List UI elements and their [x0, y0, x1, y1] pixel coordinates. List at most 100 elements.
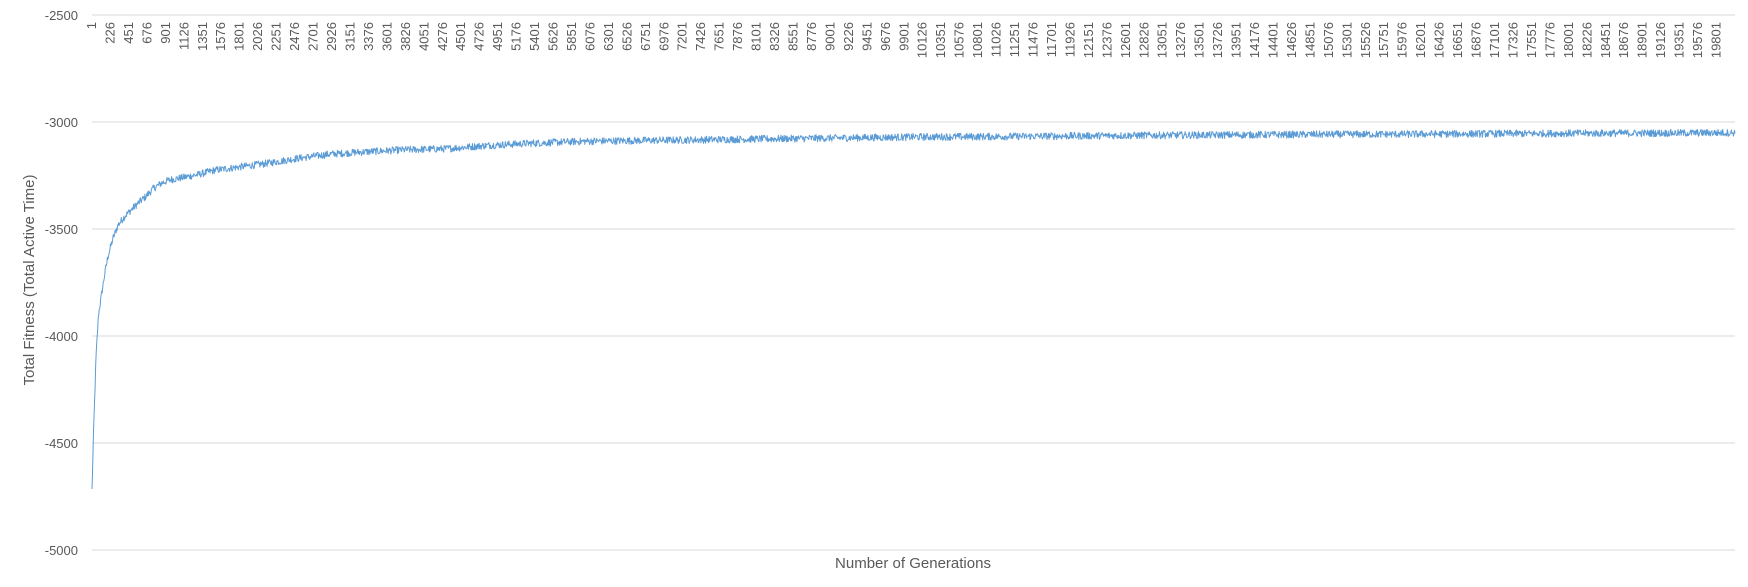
- x-tick-label: 2476: [287, 22, 302, 51]
- x-tick-label: 3376: [361, 22, 376, 51]
- x-tick-label: 3151: [342, 22, 357, 51]
- x-tick-label: 6301: [601, 22, 616, 51]
- x-tick-label: 17551: [1524, 22, 1539, 58]
- x-tick-label: 18676: [1616, 22, 1631, 58]
- x-tick-label: 9226: [841, 22, 856, 51]
- x-tick-label: 14176: [1247, 22, 1262, 58]
- x-tick-label: 14851: [1302, 22, 1317, 58]
- x-tick-label: 7201: [675, 22, 690, 51]
- x-tick-label: 7651: [712, 22, 727, 51]
- x-tick-label: 18901: [1635, 22, 1650, 58]
- x-tick-label: 12376: [1099, 22, 1114, 58]
- x-axis-ticks: 1 226 451 676 901 1126 1351 1576 1801 2026 2251 247…: [84, 22, 1724, 58]
- x-tick-label: 13501: [1192, 22, 1207, 58]
- x-tick-label: 10576: [952, 22, 967, 58]
- x-tick-label: 4051: [416, 22, 431, 51]
- x-tick-label: 2026: [250, 22, 265, 51]
- x-tick-label: 13276: [1173, 22, 1188, 58]
- x-tick-label: 2251: [269, 22, 284, 51]
- x-tick-label: 11026: [989, 22, 1004, 57]
- y-tick-label: -3000: [45, 115, 78, 130]
- x-tick-label: 19576: [1690, 22, 1705, 58]
- x-tick-label: 12151: [1081, 22, 1096, 58]
- x-tick-label: 10801: [970, 22, 985, 58]
- x-tick-label: 5626: [546, 22, 561, 51]
- x-tick-label: 7426: [693, 22, 708, 51]
- x-tick-label: 1576: [213, 22, 228, 51]
- x-tick-label: 6526: [619, 22, 634, 51]
- x-tick-label: 14401: [1266, 22, 1281, 58]
- x-tick-label: 13051: [1155, 22, 1170, 58]
- x-tick-label: 3826: [398, 22, 413, 51]
- x-tick-label: 17326: [1506, 22, 1521, 58]
- x-tick-label: 15976: [1395, 22, 1410, 58]
- x-tick-label: 11701: [1044, 22, 1059, 57]
- x-tick-label: 8776: [804, 22, 819, 51]
- x-tick-label: 12601: [1118, 22, 1133, 58]
- x-tick-label: 15301: [1339, 22, 1354, 58]
- x-tick-label: 8551: [786, 22, 801, 51]
- x-tick-label: 17101: [1487, 22, 1502, 58]
- x-tick-label: 901: [158, 22, 173, 44]
- x-tick-label: 676: [139, 22, 154, 44]
- x-axis-title: Number of Generations: [835, 555, 991, 572]
- x-tick-label: 6751: [638, 22, 653, 51]
- x-tick-label: 11476: [1026, 22, 1041, 57]
- x-tick-label: 18451: [1598, 22, 1613, 58]
- x-tick-label: 19351: [1672, 22, 1687, 58]
- y-tick-label: -4000: [45, 329, 78, 344]
- x-tick-label: 5176: [509, 22, 524, 51]
- x-tick-label: 1: [84, 22, 99, 29]
- x-tick-label: 8326: [767, 22, 782, 51]
- x-tick-label: 16426: [1432, 22, 1447, 58]
- y-tick-label: -4500: [45, 436, 78, 451]
- x-tick-label: 451: [121, 22, 136, 44]
- y-tick-label: -2500: [45, 8, 78, 23]
- y-tick-label: -5000: [45, 543, 78, 558]
- x-tick-label: 1126: [176, 22, 191, 50]
- x-tick-label: 8101: [749, 22, 764, 51]
- x-tick-label: 9676: [878, 22, 893, 51]
- x-tick-label: 18001: [1561, 22, 1576, 58]
- x-tick-label: 4726: [472, 22, 487, 51]
- x-tick-label: 4951: [490, 22, 505, 51]
- x-tick-label: 10126: [915, 22, 930, 58]
- x-tick-label: 17776: [1542, 22, 1557, 58]
- x-tick-label: 19801: [1709, 22, 1724, 58]
- gridlines: [92, 14, 1735, 551]
- x-tick-label: 16876: [1469, 22, 1484, 58]
- x-tick-label: 2926: [324, 22, 339, 51]
- x-tick-label: 12826: [1136, 22, 1151, 58]
- x-tick-label: 9001: [822, 22, 837, 51]
- x-tick-label: 7876: [730, 22, 745, 51]
- x-tick-label: 16651: [1450, 22, 1465, 58]
- y-axis-title: Total Fitness (Total Active Time): [21, 175, 38, 386]
- x-tick-label: 5851: [564, 22, 579, 51]
- y-axis-ticks: -2500 -3000 -3500 -4000 -4500 -5000: [45, 8, 78, 558]
- series-line-0: [91, 128, 1736, 489]
- x-tick-label: 6976: [656, 22, 671, 51]
- x-tick-label: 9901: [896, 22, 911, 51]
- x-tick-label: 6076: [582, 22, 597, 51]
- y-tick-label: -3500: [45, 222, 78, 237]
- x-tick-label: 226: [103, 22, 118, 44]
- x-tick-label: 3601: [379, 22, 394, 51]
- x-tick-label: 18226: [1579, 22, 1594, 58]
- x-tick-label: 15526: [1358, 22, 1373, 58]
- x-tick-label: 5401: [527, 22, 542, 51]
- x-tick-label: 14626: [1284, 22, 1299, 58]
- x-tick-label: 15076: [1321, 22, 1336, 58]
- x-tick-label: 11926: [1062, 22, 1077, 57]
- x-tick-label: 1801: [232, 22, 247, 51]
- x-tick-label: 11251: [1007, 22, 1022, 57]
- series-layer: [91, 128, 1736, 489]
- x-tick-label: 13726: [1210, 22, 1225, 58]
- x-tick-label: 10351: [933, 22, 948, 58]
- x-tick-label: 4501: [453, 22, 468, 51]
- x-tick-label: 9451: [859, 22, 874, 51]
- x-tick-label: 15751: [1376, 22, 1391, 58]
- x-tick-label: 19126: [1653, 22, 1668, 58]
- x-tick-label: 4276: [435, 22, 450, 51]
